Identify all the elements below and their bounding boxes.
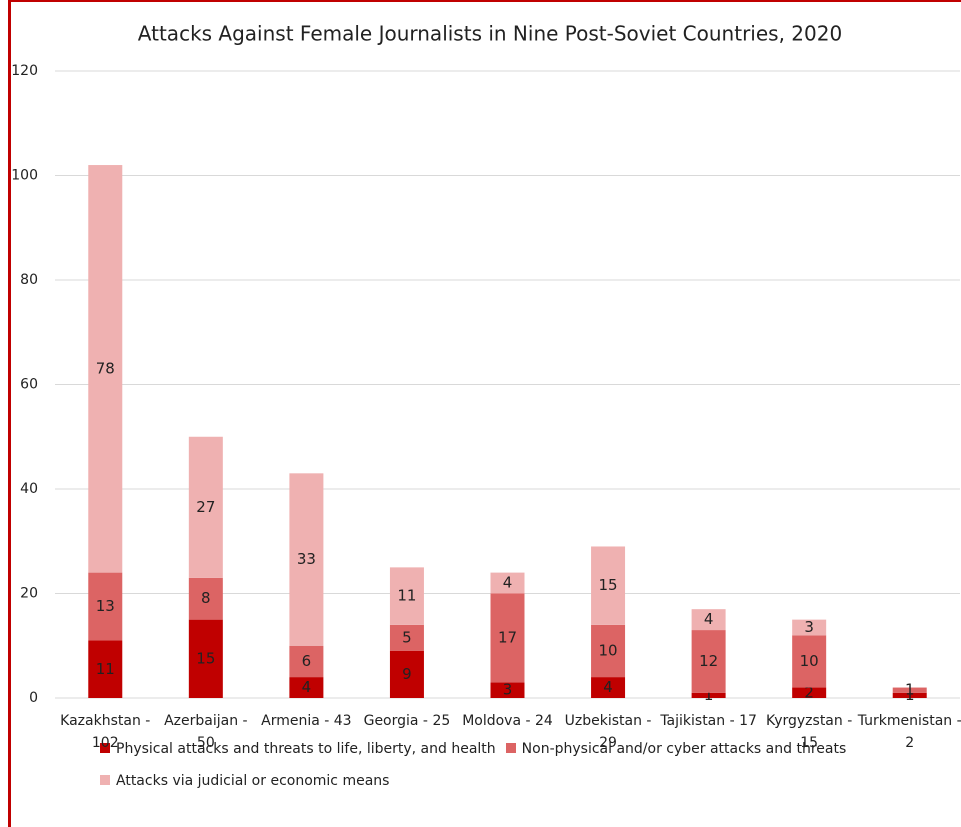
y-tick-label: 100 <box>11 168 38 184</box>
data-label: 8 <box>201 589 211 607</box>
bar-segment <box>691 630 726 693</box>
data-label: 11 <box>96 660 115 678</box>
data-label: 5 <box>402 628 412 646</box>
bar-segment <box>289 677 324 698</box>
data-label: 15 <box>196 649 215 667</box>
bar-segment <box>88 572 123 641</box>
x-tick-label: Tajikistan - 17 <box>660 713 757 729</box>
data-label: 4 <box>302 678 312 696</box>
data-label: 9 <box>402 665 412 683</box>
bar-segment <box>591 677 626 698</box>
legend-item: Attacks via judicial or economic means <box>100 770 389 792</box>
y-tick-label: 120 <box>11 63 38 79</box>
data-label: 11 <box>397 587 416 605</box>
bar-segment <box>792 635 827 688</box>
legend-swatch <box>100 775 110 785</box>
legend-label: Non-physical and/or cyber attacks and th… <box>521 741 847 757</box>
data-label: 3 <box>503 681 513 699</box>
data-label: 10 <box>599 641 618 659</box>
bar-segment <box>892 692 927 698</box>
bar-segment <box>591 624 626 678</box>
x-tick-label: Kazakhstan - 102 <box>60 713 151 751</box>
bar-segment <box>188 436 223 578</box>
bar-segment <box>389 624 424 651</box>
bar-segment <box>188 577 223 620</box>
frame <box>8 0 961 827</box>
x-tick-label: Georgia - 25 <box>363 713 451 729</box>
data-label: 4 <box>603 678 613 696</box>
chart-title: Attacks Against Female Journalists in Ni… <box>138 22 842 46</box>
bar-segment <box>591 546 626 625</box>
x-tick-label: Moldova - 24 <box>462 713 553 729</box>
data-label: 13 <box>96 597 115 615</box>
data-label: 3 <box>804 618 814 636</box>
x-tick-label: Armenia - 43 <box>261 713 352 729</box>
bar-segment <box>389 650 424 698</box>
bar-segment <box>490 572 525 594</box>
bar-segment <box>490 682 525 698</box>
data-label: 78 <box>96 359 115 377</box>
y-tick-label: 0 <box>29 690 38 706</box>
bar-segment <box>792 619 827 636</box>
legend-swatch <box>100 743 110 753</box>
bar-segment <box>88 640 123 698</box>
data-label: 17 <box>498 628 517 646</box>
data-label: 1 <box>704 686 714 704</box>
bar-segment <box>188 619 223 698</box>
legend-item: Physical attacks and threats to life, li… <box>100 738 496 760</box>
legend: Physical attacks and threats to life, li… <box>100 738 880 802</box>
bar-segment <box>289 473 324 646</box>
y-tick-label: 20 <box>20 586 38 602</box>
legend-swatch <box>505 743 516 753</box>
data-label: 4 <box>704 610 714 628</box>
data-label: 33 <box>297 550 316 568</box>
data-label: 6 <box>302 652 312 670</box>
x-tick-label: Azerbaijan - 50 <box>164 713 248 751</box>
y-tick-label: 60 <box>20 377 38 393</box>
data-label: 1 <box>905 686 915 704</box>
bar-segment <box>88 165 123 573</box>
bar-segment <box>490 593 525 683</box>
data-label: 1 <box>905 681 915 699</box>
data-label: 4 <box>503 574 513 592</box>
legend-item: Non-physical and/or cyber attacks and th… <box>505 738 847 760</box>
x-tick-label: Kyrgyzstan - 15 <box>766 713 853 751</box>
x-tick-label: Uzbekistan - 29 <box>564 713 652 751</box>
data-label: 2 <box>804 683 814 701</box>
legend-label: Physical attacks and threats to life, li… <box>116 741 496 757</box>
y-tick-label: 80 <box>20 272 38 288</box>
data-label: 12 <box>699 652 718 670</box>
bar-segment <box>892 687 927 693</box>
x-tick-label: Turkmenistan - 2 <box>857 713 961 751</box>
legend-label: Attacks via judicial or economic means <box>116 773 390 789</box>
bar-segment <box>792 687 827 698</box>
bar-segment <box>389 567 424 625</box>
data-label: 10 <box>800 652 819 670</box>
data-label: 15 <box>599 576 618 594</box>
bar-segment <box>691 692 726 698</box>
bar-segment <box>289 645 324 678</box>
data-label: 27 <box>196 498 215 516</box>
bar-segment <box>691 609 726 631</box>
y-tick-label: 40 <box>20 481 38 497</box>
